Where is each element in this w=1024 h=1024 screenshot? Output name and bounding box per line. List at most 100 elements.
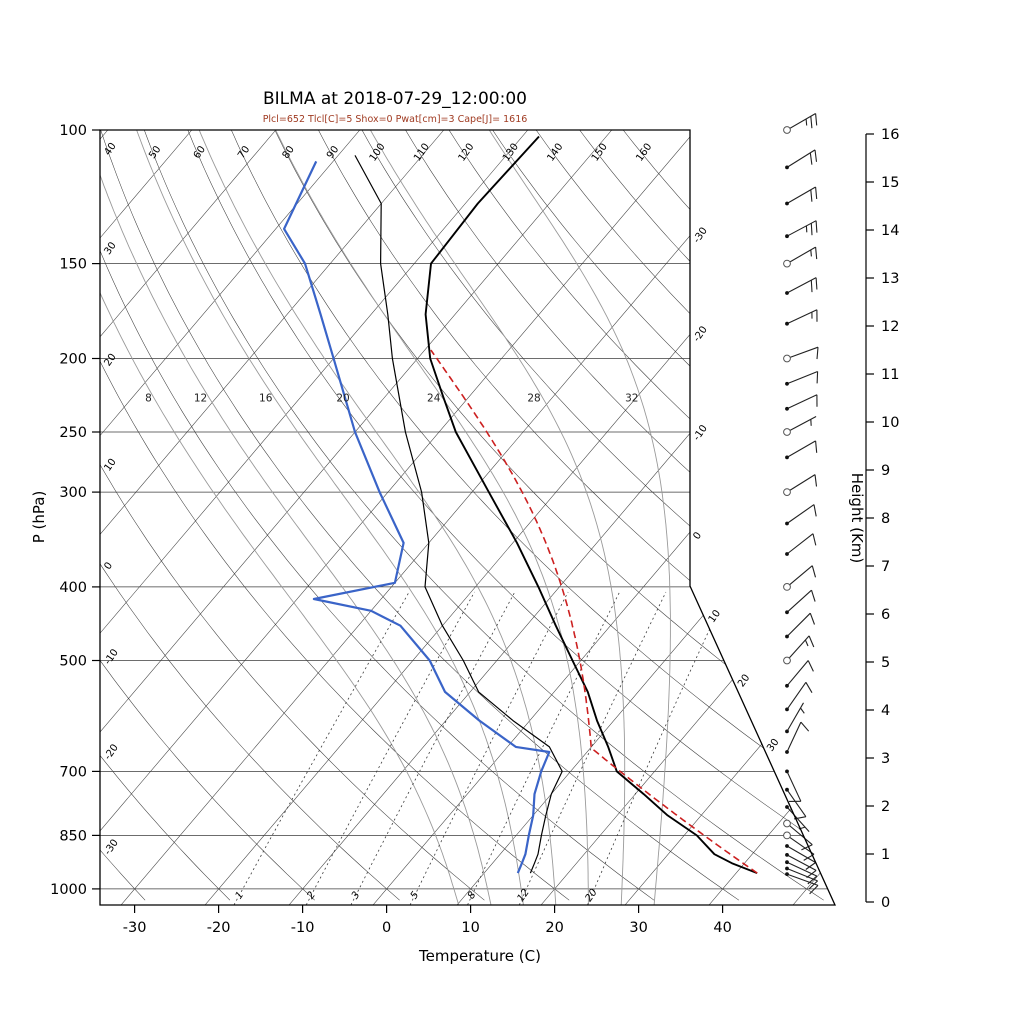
station-circle — [783, 259, 791, 268]
y-axis-label: P (hPa) — [30, 491, 48, 544]
moist-adiabat-line — [198, 130, 557, 905]
moist-adiabat-line — [100, 130, 492, 905]
right-axis-label: Height (Km) — [848, 473, 866, 564]
temperature-tick-label: 0 — [382, 920, 391, 936]
height-tick-label: 3 — [881, 751, 890, 767]
moist-adiabat-label: 32 — [625, 392, 638, 404]
height-tick-label: 2 — [881, 799, 890, 815]
wind-barb — [785, 872, 819, 895]
temperature-tick-label: 20 — [545, 920, 563, 936]
height-tick-label: 5 — [881, 655, 890, 671]
dry-adiabat-label: -30 — [102, 838, 120, 858]
station-dot — [785, 291, 789, 295]
isotherm-line — [120, 130, 781, 905]
dry-adiabat-label: 30 — [102, 240, 118, 257]
height-tick-label: 0 — [881, 895, 890, 911]
wind-barb — [785, 186, 818, 206]
dry-adiabat-label: 10 — [102, 457, 118, 474]
wind-barb — [785, 220, 818, 239]
mixing-ratio-line — [467, 591, 620, 905]
dry-adiabat-line — [622, 130, 835, 901]
station-dot — [785, 805, 789, 809]
station-dot — [785, 381, 789, 386]
isotherm-line — [540, 130, 835, 905]
x-axis-label: Temperature (C) — [418, 947, 541, 965]
isotherm-label: 10 — [707, 608, 723, 625]
temperature-tick-label: 30 — [629, 920, 647, 936]
isotherm-line — [288, 130, 835, 905]
dry-adiabat-label: -10 — [102, 647, 120, 667]
station-dot — [785, 634, 789, 639]
pressure-tick-label: 250 — [59, 425, 87, 441]
wind-barb — [785, 533, 817, 556]
chart-stats-line: Plcl=652 Tlcl[C]=5 Shox=0 Pwat[cm]=3 Cap… — [263, 114, 528, 125]
moist-adiabat-line — [100, 130, 460, 905]
moist-adiabat-label: 28 — [527, 392, 540, 404]
station-circle — [783, 831, 791, 840]
station-circle — [783, 428, 791, 436]
mixing-ratio-label: 12 — [515, 887, 531, 904]
isotherm-line — [100, 130, 361, 905]
dry-adiabat-line — [405, 130, 835, 901]
dry-adiabat-label: 0 — [102, 560, 115, 572]
station-dot — [785, 201, 789, 206]
profile-temperature — [424, 135, 758, 874]
temperature-tick-label: -30 — [123, 920, 147, 936]
height-tick-label: 12 — [881, 319, 899, 335]
isotherm-line — [100, 130, 529, 905]
wind-barb — [783, 819, 813, 851]
isotherm-label: -20 — [691, 324, 709, 344]
mixing-ratio-line — [587, 591, 728, 905]
isotherm-line — [100, 130, 445, 905]
station-dot — [785, 860, 789, 865]
dry-adiabat-line — [100, 130, 740, 901]
moist-adiabat-line — [488, 130, 671, 905]
isotherm-line — [0, 130, 24, 905]
dry-adiabat-label: 60 — [192, 144, 208, 161]
moist-adiabat-label: 12 — [194, 392, 207, 404]
station-dot — [785, 165, 789, 170]
isotherm-line — [792, 130, 835, 905]
temperature-tick-label: 40 — [713, 920, 731, 936]
mixing-ratio-label: 20 — [583, 887, 599, 904]
wind-barb — [785, 612, 816, 639]
wind-barb — [785, 309, 818, 326]
wind-barb — [785, 370, 819, 386]
wind-barb — [785, 660, 814, 688]
height-tick-label: 7 — [881, 559, 890, 575]
chart-title: BILMA at 2018-07-29_12:00:00 — [263, 89, 527, 109]
plot-frame — [99, 129, 837, 906]
isotherm-line — [100, 130, 613, 905]
wind-barb — [783, 416, 817, 436]
dry-adiabat-label: 150 — [590, 142, 610, 164]
wind-barb — [785, 769, 802, 802]
wind-barb — [785, 589, 816, 615]
profile-parcel — [430, 349, 758, 874]
isotherm-line — [624, 130, 835, 905]
wind-barb — [785, 681, 813, 712]
moist-adiabat-line — [370, 130, 626, 905]
dry-adiabat-line — [318, 130, 835, 901]
isotherm-line — [100, 130, 277, 905]
dry-adiabat-line — [100, 130, 231, 901]
pressure-tick-label: 1000 — [50, 882, 87, 898]
pressure-tick-label: 500 — [59, 654, 87, 670]
isotherm-line — [456, 130, 835, 905]
station-dot — [785, 552, 789, 556]
station-dot — [785, 234, 789, 239]
mixing-ratio-label: 5 — [409, 890, 422, 902]
dry-adiabat-line — [579, 130, 835, 901]
wind-barb — [785, 277, 818, 295]
station-dot — [785, 853, 789, 857]
station-circle — [783, 656, 791, 665]
station-dot — [785, 844, 789, 848]
wind-barb — [785, 866, 818, 890]
station-circle — [783, 354, 791, 363]
wind-barb — [785, 394, 818, 411]
height-tick-label: 4 — [881, 703, 890, 719]
height-tick-label: 1 — [881, 847, 890, 863]
dry-adiabat-line — [100, 130, 570, 901]
